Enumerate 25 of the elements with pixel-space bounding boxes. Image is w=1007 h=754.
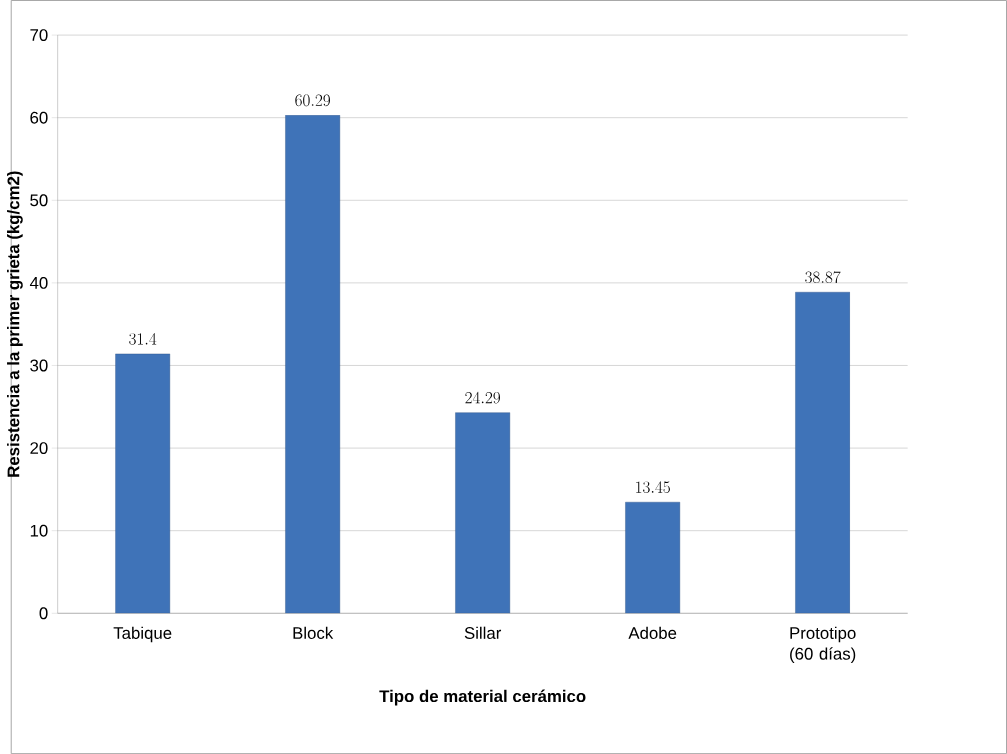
y-tick-label: 50 (30, 194, 48, 207)
y-tick-label: 60 (30, 111, 48, 124)
y-tick-label: 0 (39, 607, 48, 620)
x-tick-label: Block (293, 626, 334, 639)
bar (285, 115, 341, 614)
y-tick-label: 30 (30, 359, 48, 372)
bar (455, 412, 511, 614)
data-label: 31 .4 (129, 333, 157, 345)
bar (625, 501, 681, 614)
data-label: 24.29 (465, 391, 500, 404)
bar (795, 291, 851, 614)
data-label: 13.45 (636, 481, 670, 493)
x-axis-title: Tipo de material cerámico (379, 689, 586, 706)
x-tick-label: Sillar (464, 626, 502, 639)
y-axis-title: Resistencia a la primer grieta (kg/cm2) (7, 171, 23, 477)
y-tick-label: 40 (29, 276, 48, 289)
y-tick-label: 70 (30, 29, 48, 41)
y-tick-label: 10 (30, 524, 48, 537)
x-tick-label: Tabique (113, 626, 172, 643)
x-tick-label: Adobe (628, 626, 677, 639)
data-label: 60.29 (295, 94, 330, 107)
bar (115, 353, 171, 614)
data-label: 38.87 (805, 271, 841, 284)
x-tick-label: Prototipo (60 días) (790, 626, 856, 663)
y-tick-label: 20 (30, 442, 48, 454)
